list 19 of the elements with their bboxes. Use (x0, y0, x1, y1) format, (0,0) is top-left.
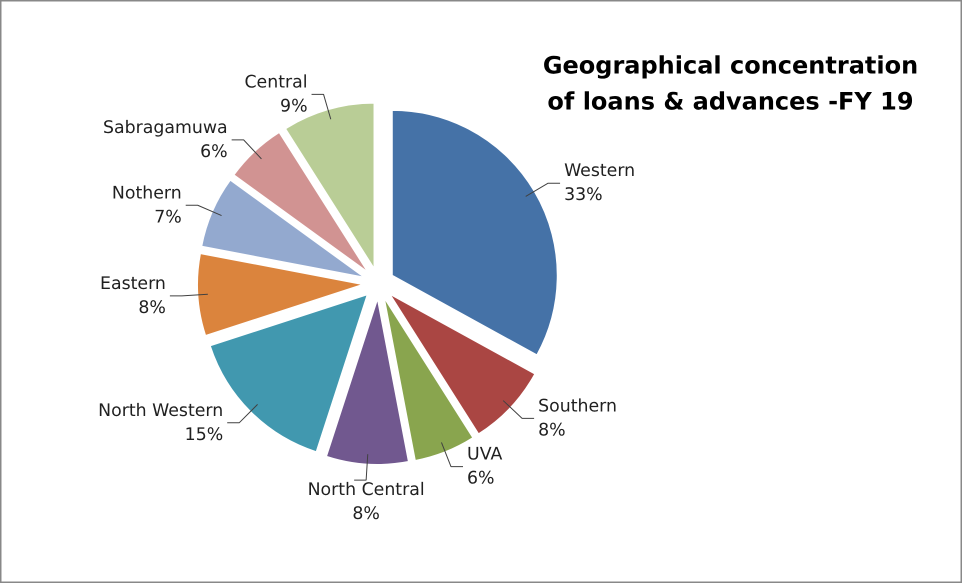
slice-label: Western (564, 161, 636, 182)
slice-label: Southern (538, 396, 617, 416)
slice-label: North Western (98, 400, 224, 421)
data-label: 8% (138, 298, 166, 318)
slice-label: Central (244, 72, 308, 92)
text: Geographical concentration of loans & advances -FY 19 (542, 51, 918, 116)
data-label: 7% (154, 207, 182, 228)
data-label: 9% (280, 96, 308, 116)
slice-label: North Central (308, 480, 425, 500)
data-label: 8% (538, 420, 566, 440)
data-label: 33% (564, 185, 603, 206)
slice-label: Nothern (112, 183, 182, 204)
slice-label: Eastern (100, 274, 166, 294)
data-label: 6% (200, 142, 228, 162)
data-label: 15% (184, 424, 224, 445)
data-label: 6% (467, 468, 495, 489)
slice-label: Sabragamuwa (103, 118, 228, 138)
data-label: 8% (352, 504, 380, 524)
slice-label: UVA (467, 444, 502, 465)
